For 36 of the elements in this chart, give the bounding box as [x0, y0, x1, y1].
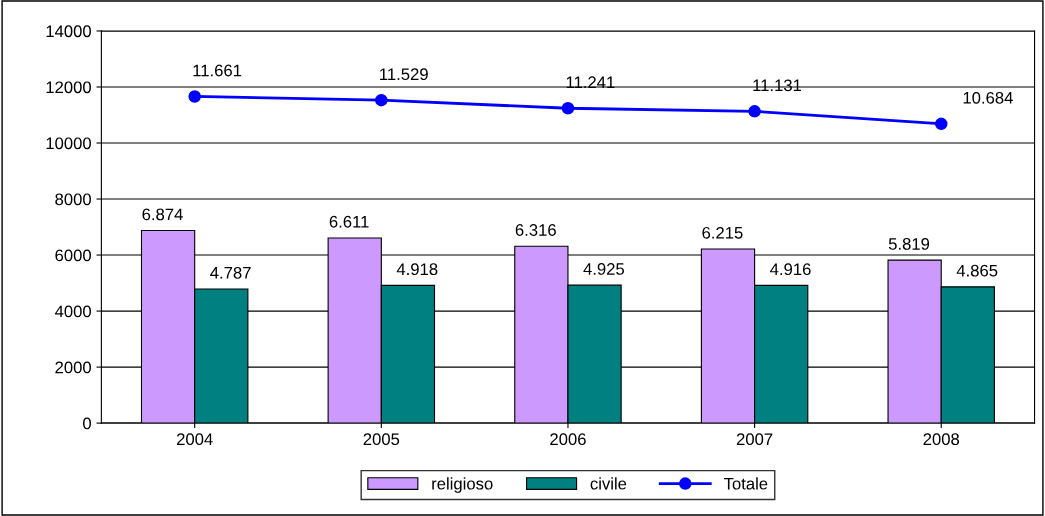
- data-label: 6.611: [329, 215, 369, 228]
- data-label: 10.684: [963, 91, 1013, 104]
- y-tick-label: 2000: [55, 361, 91, 374]
- y-tick-label: 10000: [46, 137, 91, 150]
- data-label: 6.316: [515, 224, 556, 236]
- data-label: 5.819: [888, 238, 930, 250]
- data-label: 4.918: [396, 263, 438, 276]
- y-tick-label: 0: [83, 417, 91, 430]
- x-tick-label: 2004: [176, 433, 213, 446]
- data-label: 11.241: [566, 76, 615, 88]
- data-label: 6.874: [142, 208, 183, 221]
- y-tick-label: 8000: [55, 193, 91, 206]
- data-label: 11.529: [380, 68, 428, 81]
- data-label: 4.787: [210, 266, 251, 279]
- point: [748, 105, 761, 118]
- point: [375, 93, 388, 107]
- point: [561, 101, 575, 115]
- legend-label: religioso: [432, 477, 493, 493]
- data-label: 4.865: [956, 264, 998, 277]
- x-tick-label: 2005: [363, 433, 400, 446]
- y-tick-label: 12000: [46, 81, 91, 94]
- x-tick-label: 2007: [736, 433, 773, 446]
- x-tick-label: 2008: [923, 433, 960, 446]
- point: [188, 90, 201, 103]
- data-label: 6.215: [702, 226, 743, 239]
- data-label: 11.131: [753, 79, 802, 92]
- y-tick-label: 14000: [46, 25, 91, 38]
- legend-label: civile: [590, 477, 627, 490]
- y-tick-label: 6000: [55, 249, 91, 262]
- legend-label: Totale: [723, 477, 768, 490]
- data-label: 4.925: [583, 263, 625, 275]
- x-tick-label: 2006: [550, 433, 586, 446]
- point: [934, 117, 948, 131]
- y-tick-label: 4000: [54, 305, 91, 318]
- data-label: 4.916: [770, 263, 811, 276]
- data-label: 11.661: [193, 64, 242, 77]
